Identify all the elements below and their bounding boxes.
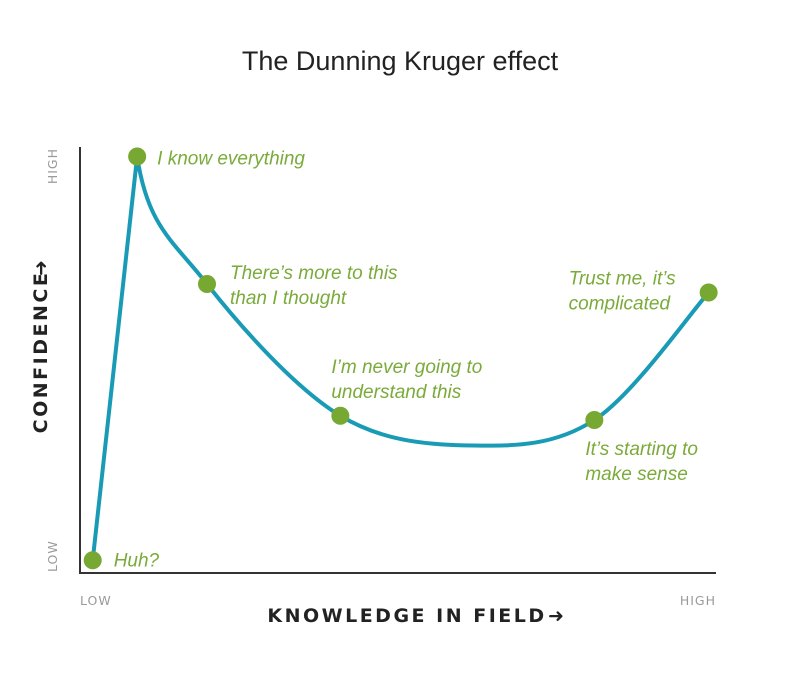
- data-point-marker: [585, 411, 604, 429]
- data-point-annotation: understand this: [331, 382, 461, 403]
- data-point-marker: [83, 551, 102, 570]
- data-point-annotation: Trust me, it’s: [569, 269, 676, 290]
- y-axis-label: CONFIDENCE: [30, 271, 52, 434]
- y-axis-arrow-icon: ➜: [30, 258, 52, 276]
- data-point-annotation: I’m never going to: [331, 357, 482, 378]
- data-point-annotation: Huh?: [114, 550, 160, 571]
- x-axis-arrow-icon: ➜: [548, 605, 566, 627]
- y-tick-high: HIGH: [45, 148, 60, 184]
- data-point-annotation: I know everything: [157, 149, 305, 170]
- data-point-annotation: make sense: [585, 464, 687, 485]
- data-point-marker: [128, 147, 147, 166]
- data-point-marker: [198, 275, 216, 293]
- chart-title: The Dunning Kruger effect: [242, 46, 559, 76]
- data-point-annotation: complicated: [569, 294, 672, 315]
- data-point-marker: [699, 283, 718, 302]
- data-point-annotation: There’s more to this: [230, 263, 398, 284]
- confidence-curve: [90, 154, 711, 561]
- x-tick-high: HIGH: [680, 593, 716, 608]
- data-point-annotation: It’s starting to: [585, 439, 698, 460]
- y-tick-low: LOW: [45, 540, 60, 572]
- data-point-marker: [331, 406, 350, 425]
- data-point-annotation: than I thought: [230, 288, 347, 309]
- x-tick-low: LOW: [80, 593, 112, 608]
- x-axis-label: KNOWLEDGE IN FIELD: [267, 605, 546, 627]
